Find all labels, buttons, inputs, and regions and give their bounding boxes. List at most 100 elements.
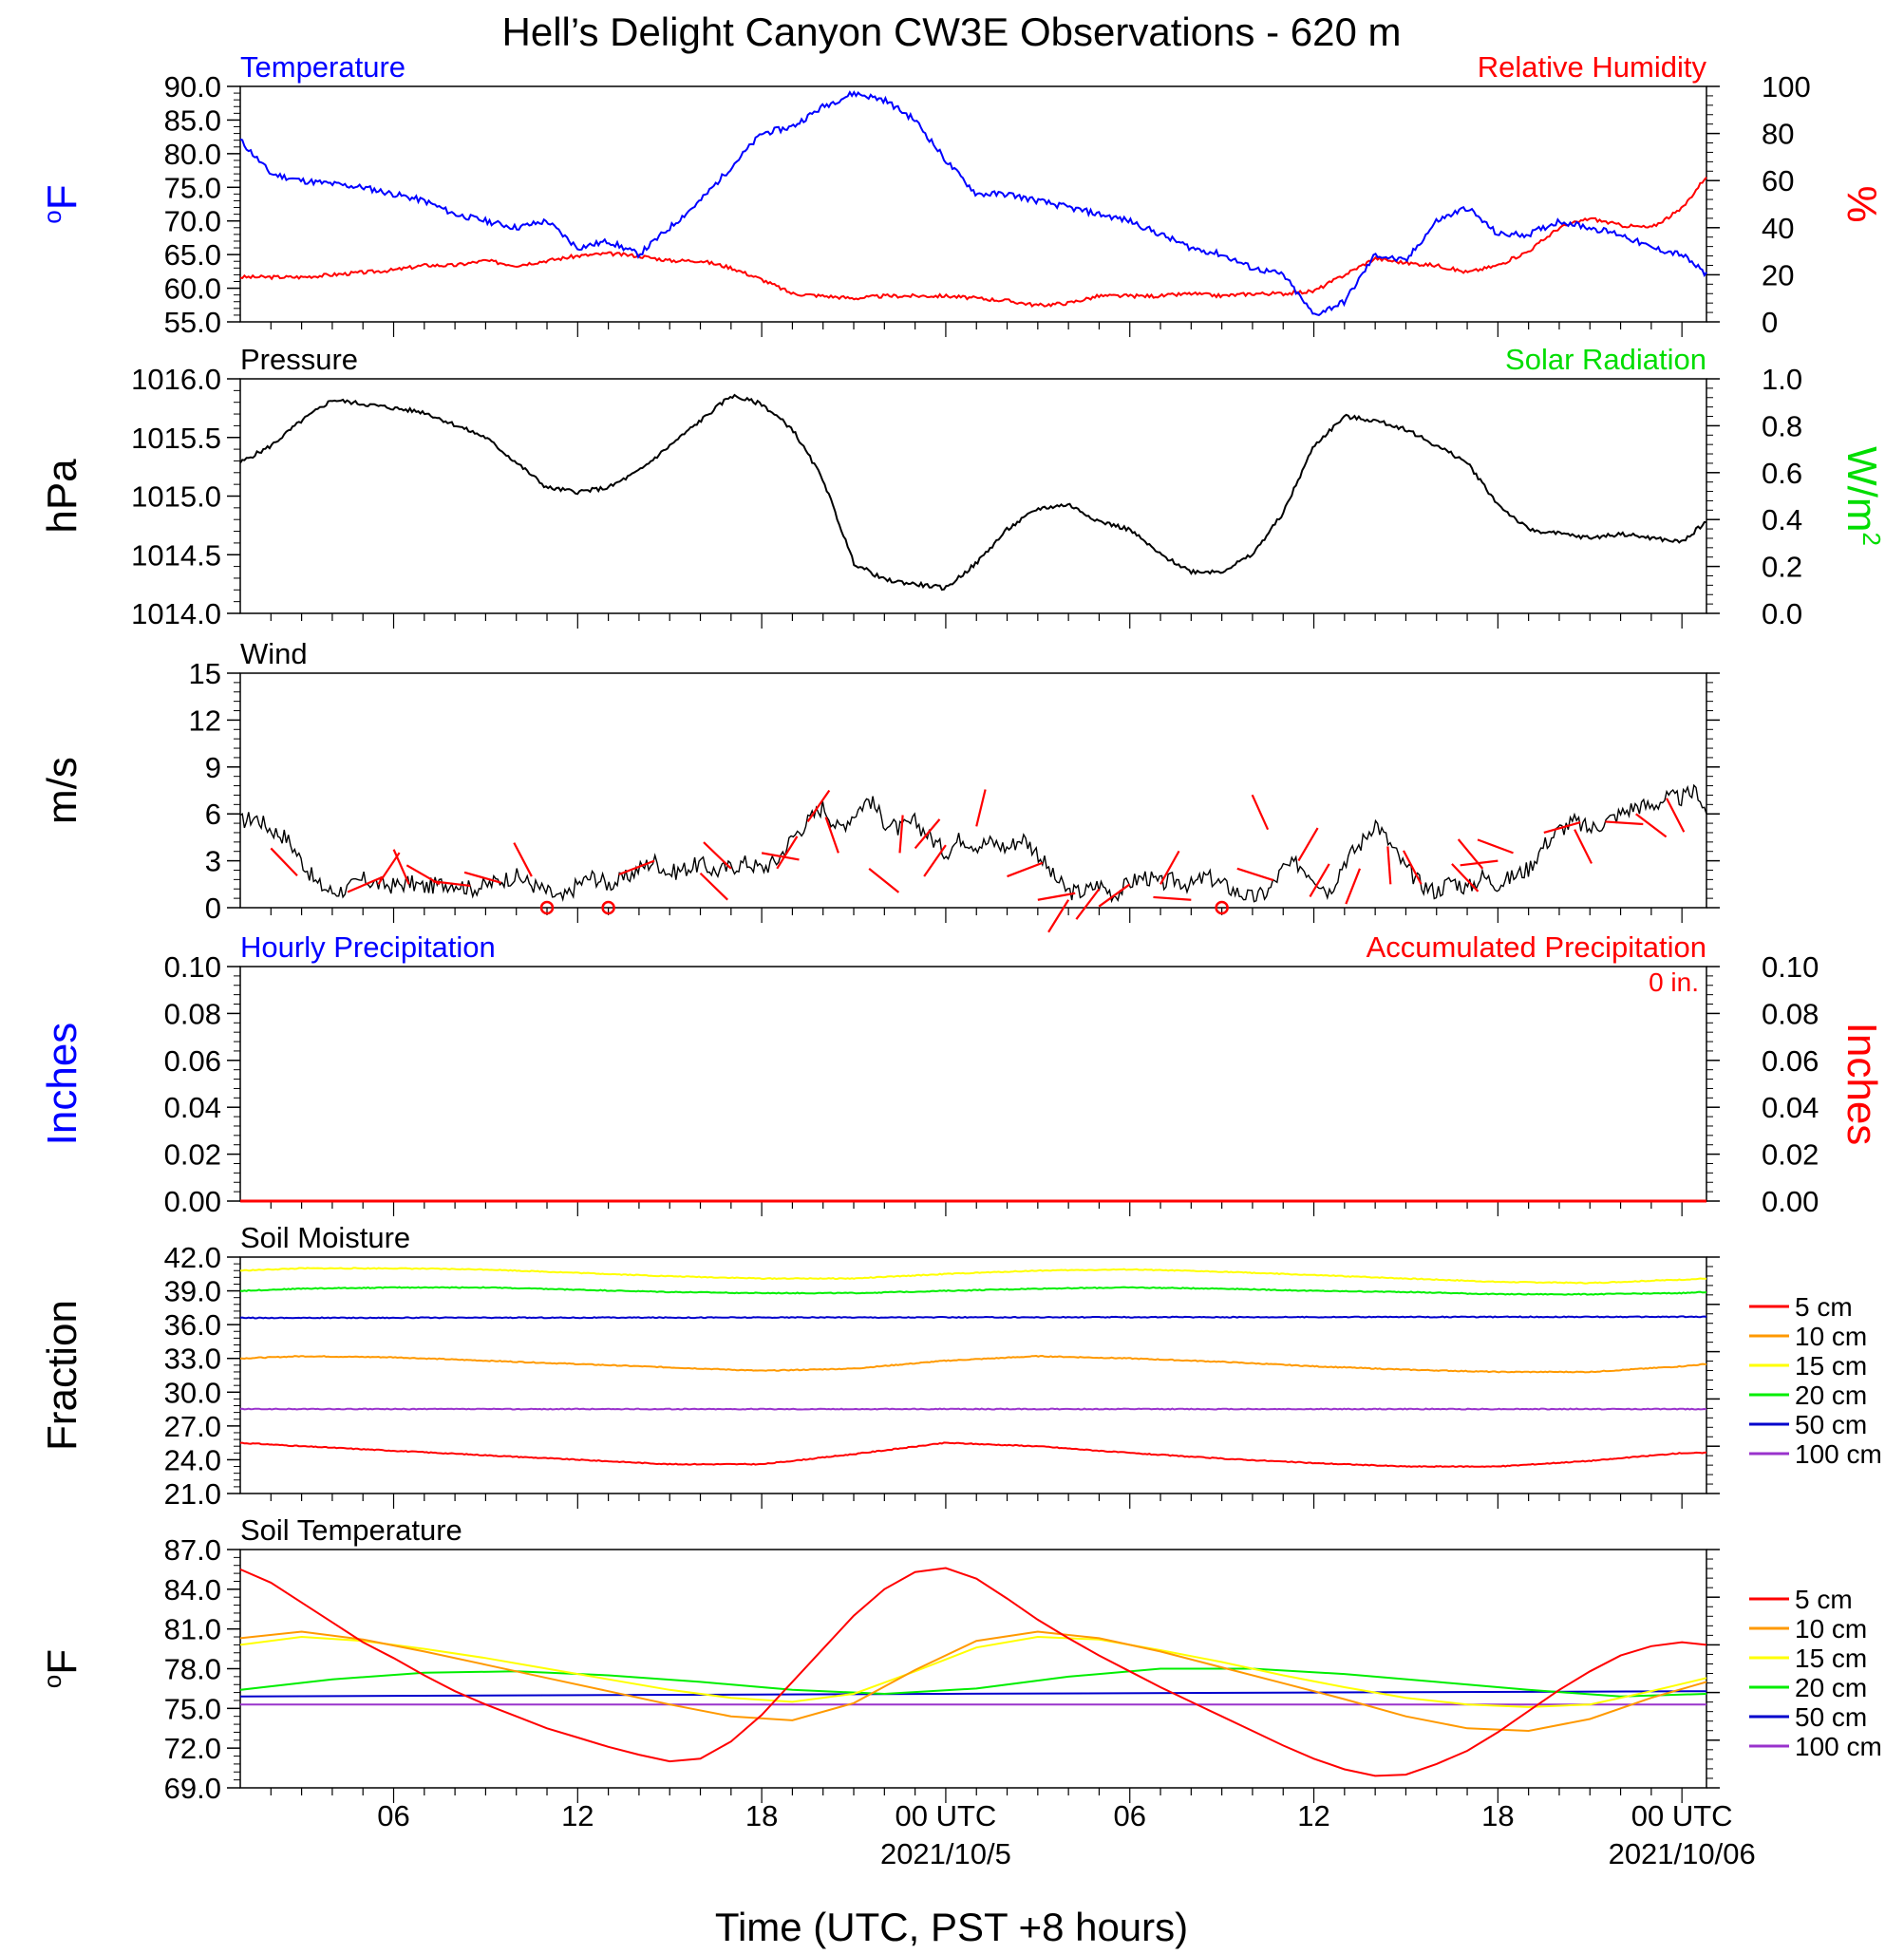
y-tick-label: 27.0 xyxy=(164,1410,221,1443)
y-tick-label-right: 0.6 xyxy=(1762,457,1802,490)
wind-barb xyxy=(1386,846,1392,885)
plot-frame xyxy=(239,1256,1707,1494)
plot-frame xyxy=(239,1549,1707,1789)
pressure-line xyxy=(239,393,1707,592)
legend-label: 50 cm xyxy=(1795,1410,1867,1439)
legend-label: 100 cm xyxy=(1795,1439,1882,1469)
panel-title-right: Solar Radiation xyxy=(1505,343,1706,376)
y-tick-label: 9 xyxy=(205,751,221,784)
legend-label: 15 cm xyxy=(1795,1644,1867,1673)
wind-barb xyxy=(975,789,987,827)
y-tick-label-right: 0.08 xyxy=(1762,997,1819,1030)
soil-temp-line xyxy=(239,1567,1707,1777)
y-axis-label-left: hPa xyxy=(39,459,85,534)
y-axis-label-left: Fraction xyxy=(39,1300,85,1451)
y-tick-label: 0.00 xyxy=(164,1185,221,1218)
y-tick-label: 72.0 xyxy=(164,1732,221,1765)
y-tick-label: 0.10 xyxy=(164,950,221,984)
wind-barb xyxy=(824,817,839,854)
y-tick-label-right: 40 xyxy=(1762,212,1794,245)
wind-barb xyxy=(1251,794,1270,831)
panel-title-right: Accumulated Precipitation xyxy=(1367,930,1706,964)
soil-temp-line xyxy=(239,1667,1707,1698)
wind-barb xyxy=(1666,798,1686,833)
legend-label: 5 cm xyxy=(1795,1292,1853,1322)
y-tick-label: 84.0 xyxy=(164,1573,221,1606)
panel-temp_rh: 90.085.080.075.070.065.060.055.0 100 80 60 4… xyxy=(38,50,1885,339)
temperature-line xyxy=(239,90,1707,316)
x-tick-label: 06 xyxy=(377,1799,409,1832)
panel-title-left: Hourly Precipitation xyxy=(240,930,496,964)
y-tick-label-right: 0.4 xyxy=(1762,503,1802,536)
plot-frame xyxy=(239,966,1707,1202)
wind-barb xyxy=(1451,863,1480,892)
rh-line xyxy=(239,177,1707,308)
wind-barb xyxy=(1153,895,1192,901)
y-tick-label-right: 20 xyxy=(1762,258,1794,291)
y-tick-label: 0 xyxy=(205,892,221,925)
y-tick-label: 21.0 xyxy=(164,1477,221,1511)
wind-barb xyxy=(868,867,900,893)
legend-label: 50 cm xyxy=(1795,1702,1867,1732)
y-tick-label-right: 0.8 xyxy=(1762,409,1802,442)
y-tick-label: 87.0 xyxy=(164,1533,221,1567)
y-tick-label: 60.0 xyxy=(164,272,221,306)
x-axis-title: Time (UTC, PST +8 hours) xyxy=(715,1905,1188,1949)
plot-frame xyxy=(239,85,1707,323)
x-tick-label: 00 UTC xyxy=(895,1799,997,1832)
y-axis-label-left: m/s xyxy=(39,757,85,824)
soil-moisture-line xyxy=(240,1354,1707,1374)
soil-moisture-line xyxy=(239,1441,1706,1469)
y-tick-label: 30.0 xyxy=(164,1376,221,1409)
soil-temp-line xyxy=(239,1630,1707,1733)
y-axis-label-right: Inches xyxy=(1838,1023,1885,1146)
y-tick-label-right: 1.0 xyxy=(1762,363,1802,396)
x-tick-label: 06 xyxy=(1113,1799,1145,1832)
legend-label: 20 cm xyxy=(1795,1673,1867,1702)
wind-barb xyxy=(392,849,410,885)
wind-barb xyxy=(1605,820,1644,826)
plot-frame xyxy=(239,672,1707,909)
legend-label: 20 cm xyxy=(1795,1381,1867,1410)
wind-barb xyxy=(1236,867,1274,882)
wind-speed-line xyxy=(239,783,1707,904)
wind-barb xyxy=(432,880,471,888)
y-tick-label: 65.0 xyxy=(164,238,221,272)
legend-label: 10 cm xyxy=(1795,1614,1867,1644)
y-tick-label: 0.06 xyxy=(164,1044,221,1078)
wind-barb xyxy=(1477,838,1514,855)
y-tick-label: 39.0 xyxy=(164,1275,221,1308)
wind-barb xyxy=(898,815,904,854)
y-tick-label: 12 xyxy=(189,704,221,737)
soil-moisture-line xyxy=(239,1407,1707,1411)
y-tick-label-right: 0.2 xyxy=(1762,551,1802,584)
y-axis-label-left: oF xyxy=(38,1649,85,1688)
y-tick-label: 0.08 xyxy=(164,997,221,1030)
wind-barb xyxy=(1309,863,1330,897)
x-tick-label: 12 xyxy=(1297,1799,1329,1832)
wind-barb xyxy=(1297,827,1319,862)
y-tick-label-right: 60 xyxy=(1762,164,1794,197)
panel-pressure: 1016.0 1015.5 1015.0 1014.5 1014.0 1.0 0.8 0.6 0… xyxy=(39,343,1886,630)
y-axis-label-right: % xyxy=(1838,185,1885,222)
panel-title-left: Soil Moisture xyxy=(240,1221,410,1254)
soil-temp-line xyxy=(239,1635,1707,1708)
panel-soil_moisture: 42.039.036.033.030.027.024.021.0 Soil Moi… xyxy=(39,1221,1882,1511)
wind-barb xyxy=(699,872,728,901)
panel-title-left: Pressure xyxy=(240,343,358,376)
y-tick-label-right: 0.0 xyxy=(1762,597,1802,630)
y-tick-label: 36.0 xyxy=(164,1308,221,1342)
wind-barb xyxy=(1007,861,1044,878)
wind-barb xyxy=(1075,888,1101,920)
panel-title-right: Relative Humidity xyxy=(1478,50,1707,84)
wind-barb xyxy=(1460,859,1499,867)
y-tick-label-right: 100 xyxy=(1762,70,1811,103)
legend-label: 100 cm xyxy=(1795,1732,1882,1761)
legend-label: 15 cm xyxy=(1795,1351,1867,1381)
wind-barb xyxy=(1345,868,1362,905)
y-tick-label-right: 0.06 xyxy=(1762,1044,1819,1078)
wind-barb xyxy=(1047,899,1070,933)
y-tick-label-right: 0.04 xyxy=(1762,1091,1819,1124)
wind-barb xyxy=(806,789,831,823)
